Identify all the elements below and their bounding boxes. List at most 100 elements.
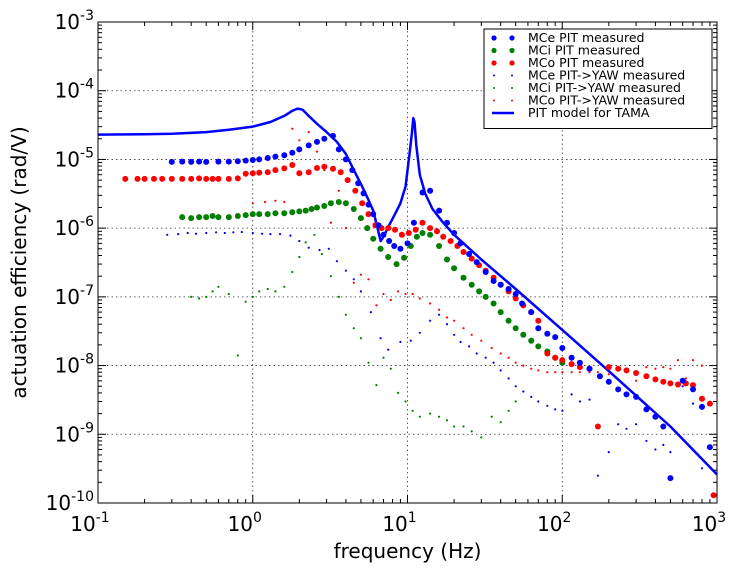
data-point (643, 406, 650, 413)
data-point (209, 175, 216, 182)
data-point (283, 285, 286, 288)
data-point (393, 261, 400, 268)
data-point (344, 177, 351, 184)
data-point (451, 230, 458, 236)
data-point (335, 260, 338, 263)
data-point (497, 309, 504, 316)
data-point (460, 274, 467, 281)
data-point (302, 207, 309, 214)
data-point (258, 290, 261, 293)
data-point (427, 231, 434, 238)
legend-swatch (491, 60, 497, 66)
tick-exponent: -10 (71, 489, 94, 505)
data-point (296, 170, 303, 177)
data-point (304, 241, 307, 244)
data-point (662, 366, 665, 369)
data-point (234, 175, 241, 182)
data-point (457, 240, 464, 247)
data-point (475, 352, 478, 355)
legend-item: MCe PIT->YAW measured (493, 68, 685, 83)
data-point (623, 367, 630, 374)
data-point (535, 317, 542, 324)
data-point (453, 333, 456, 336)
legend-label: MCi PIT measured (528, 43, 640, 58)
x-tick-label: 103 (692, 510, 726, 536)
data-point (203, 158, 210, 165)
data-point (215, 158, 222, 165)
data-point (588, 371, 591, 374)
data-point (530, 367, 533, 370)
data-point (397, 290, 400, 293)
data-point (462, 327, 465, 330)
data-point (401, 254, 408, 261)
data-point (645, 439, 648, 442)
data-point (499, 352, 502, 355)
data-point (519, 300, 526, 307)
data-point (654, 448, 657, 451)
data-point (205, 295, 208, 298)
data-point (330, 132, 336, 139)
tick-exponent: -7 (80, 283, 94, 299)
tick-exponent: -1 (96, 510, 110, 526)
data-point (335, 146, 342, 153)
data-point (380, 231, 387, 238)
data-point (261, 232, 264, 235)
data-point (382, 292, 385, 296)
data-point (321, 203, 328, 209)
data-point (392, 226, 398, 233)
tick-base: 10 (228, 512, 253, 536)
data-point (251, 202, 254, 205)
data-point (507, 409, 510, 412)
data-point (227, 292, 230, 296)
data-point (451, 265, 458, 272)
tick-base: 10 (55, 422, 80, 446)
data-point (283, 200, 286, 204)
data-point (404, 240, 411, 247)
data-point (690, 386, 696, 393)
data-point (249, 170, 256, 177)
data-point (596, 474, 600, 477)
data-point (389, 367, 392, 370)
data-point (264, 211, 271, 218)
data-point (278, 233, 282, 236)
data-point (667, 380, 674, 387)
data-point (438, 415, 441, 418)
data-point (405, 230, 412, 236)
data-point (307, 131, 310, 134)
data-point (281, 165, 288, 172)
tick-base: 10 (70, 512, 95, 536)
tick-exponent: 1 (408, 510, 417, 526)
data-point (607, 373, 610, 376)
data-point (635, 379, 638, 382)
data-point (159, 175, 166, 182)
data-point (490, 415, 493, 418)
data-point (419, 230, 426, 236)
data-point (365, 201, 372, 208)
data-point (327, 247, 330, 250)
data-point (249, 157, 256, 163)
data-point (544, 330, 551, 337)
data-point (669, 451, 672, 454)
data-point (370, 235, 377, 242)
data-point (652, 376, 659, 383)
data-point (387, 348, 390, 351)
series-mce-pit-measured (168, 132, 713, 482)
data-point (344, 313, 347, 316)
y-tick-label: 10-7 (55, 283, 94, 309)
data-point (203, 175, 210, 182)
data-point (168, 158, 175, 165)
data-point (369, 311, 372, 314)
data-point (359, 200, 366, 207)
data-point (141, 175, 148, 182)
tick-base: 10 (537, 512, 562, 536)
tick-base: 10 (55, 79, 80, 103)
data-point (266, 287, 269, 291)
data-point (196, 175, 203, 182)
data-point (397, 391, 400, 394)
data-point (291, 270, 294, 274)
data-point (660, 423, 667, 430)
data-point (296, 146, 303, 153)
legend-swatch (511, 87, 513, 89)
data-point (681, 385, 684, 388)
